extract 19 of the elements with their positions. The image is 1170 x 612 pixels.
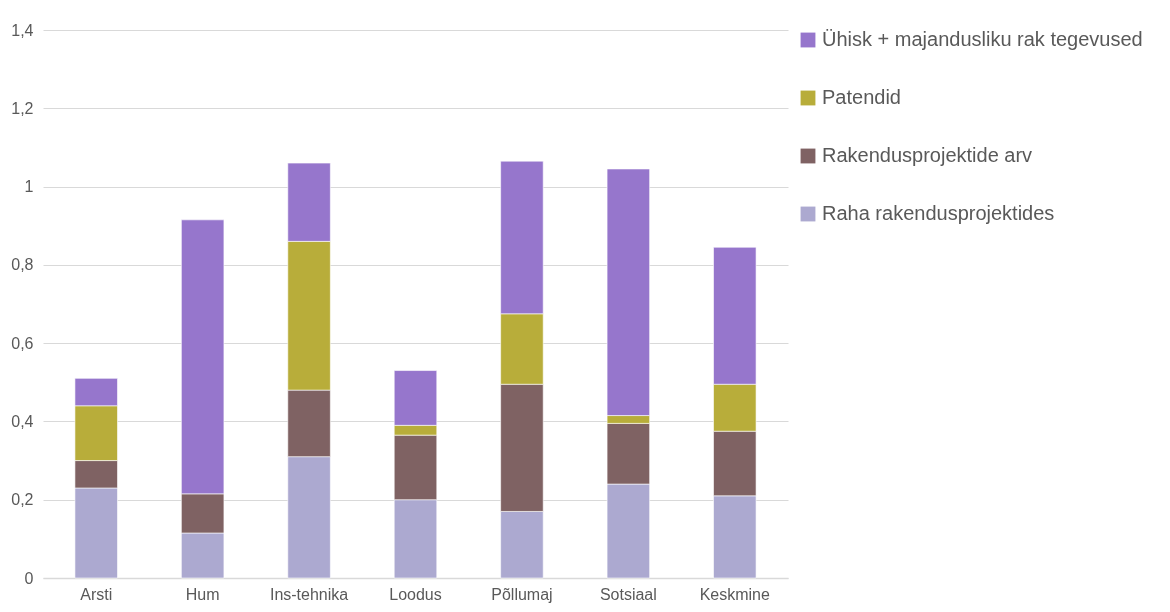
x-tick-label: Arsti xyxy=(80,585,113,603)
x-tick-label: Ins-tehnika xyxy=(269,585,349,603)
y-tick-label: 0,6 xyxy=(11,334,34,352)
y-tick-label: 1,2 xyxy=(11,99,34,117)
legend-label: Rakendusprojektide arv xyxy=(822,144,1033,166)
x-tick-label: Loodus xyxy=(389,585,442,603)
y-tick-label: 0 xyxy=(24,569,34,587)
x-tick-label: Hum xyxy=(185,585,220,603)
y-tick-label: 1 xyxy=(24,178,34,196)
y-tick-label: 0,4 xyxy=(11,412,34,430)
y-tick-label: 0,2 xyxy=(11,491,34,509)
legend-label: Ühisk + majandusliku rak tegevused xyxy=(822,28,1143,50)
x-tick-label: Põllumaj xyxy=(491,585,553,603)
y-tick-label: 1,4 xyxy=(11,21,34,39)
x-tick-label: Keskmine xyxy=(699,585,771,603)
legend-label: Raha rakendusprojektides xyxy=(822,202,1055,224)
legend-label: Patendid xyxy=(822,86,901,108)
y-tick-label: 0,8 xyxy=(11,256,34,274)
x-tick-label: Sotsiaal xyxy=(599,585,657,603)
